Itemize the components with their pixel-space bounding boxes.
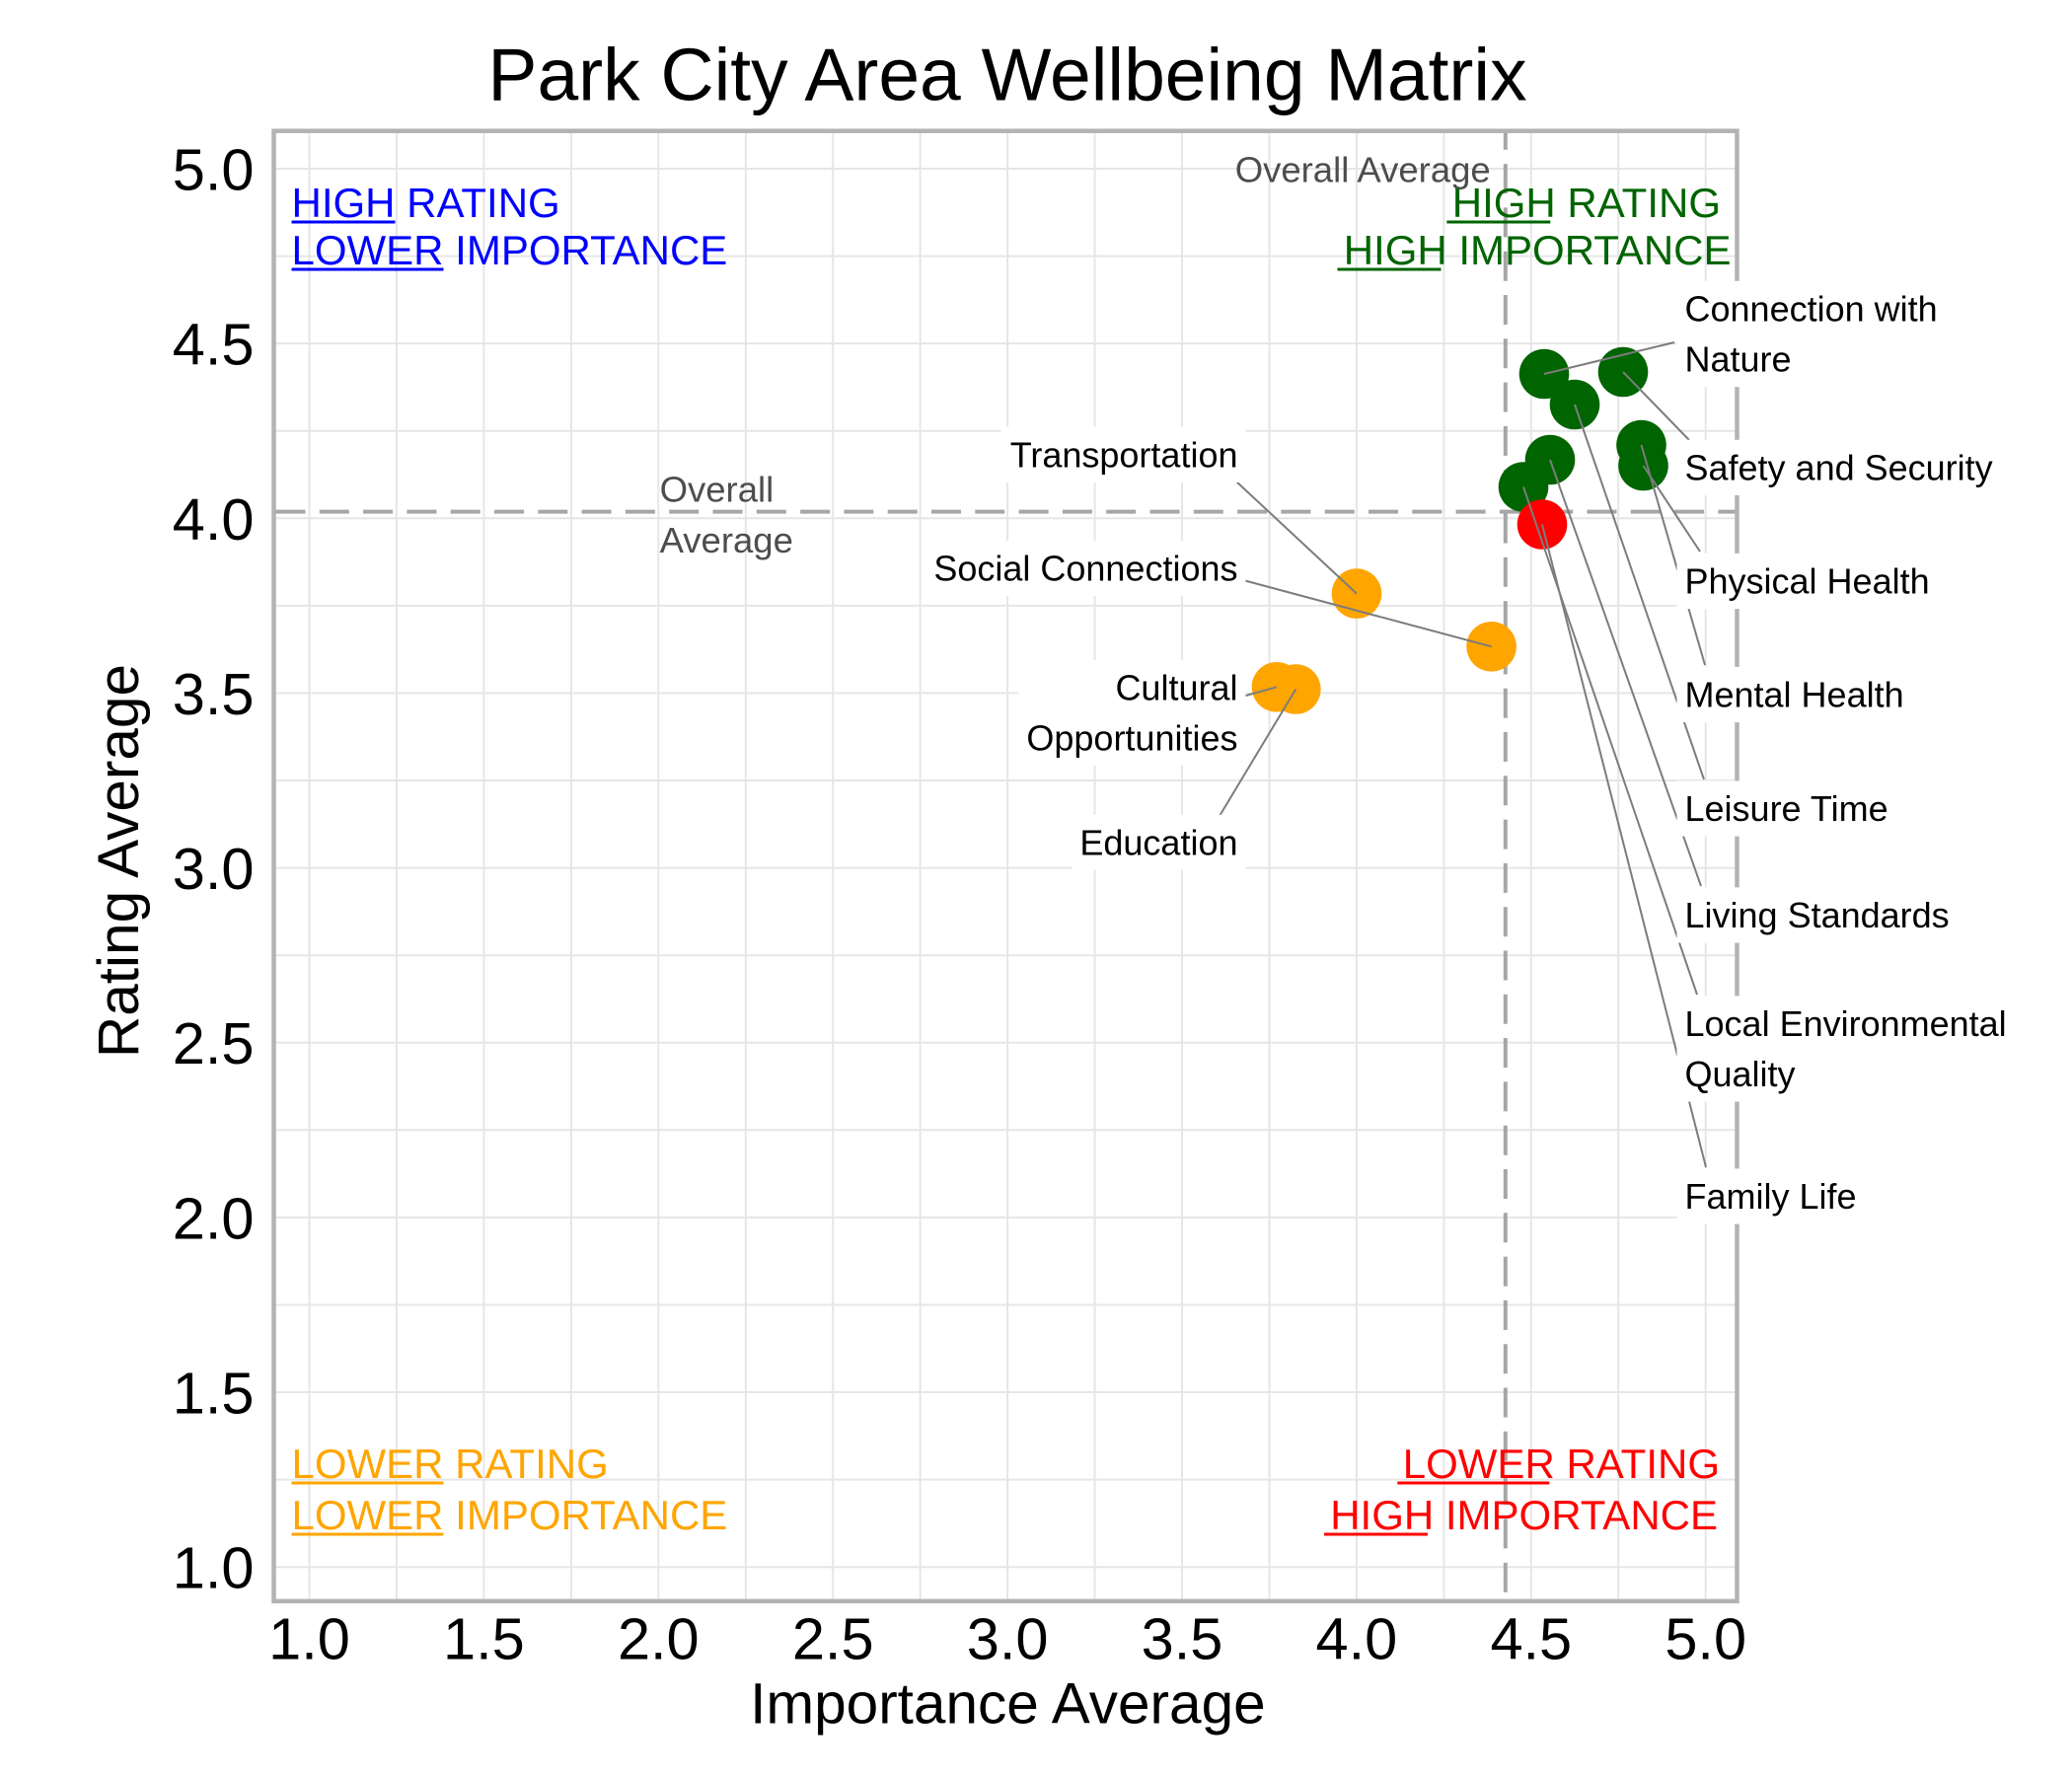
svg-text:1.5: 1.5 bbox=[173, 1361, 255, 1427]
svg-text:Education: Education bbox=[1079, 822, 1237, 862]
svg-text:Opportunities: Opportunities bbox=[1026, 718, 1237, 759]
svg-text:5.0: 5.0 bbox=[173, 137, 255, 203]
svg-text:Leisure Time: Leisure Time bbox=[1685, 788, 1888, 829]
svg-text:Overall Average: Overall Average bbox=[1235, 150, 1491, 190]
svg-text:Physical Health: Physical Health bbox=[1685, 561, 1930, 602]
svg-text:Social Connections: Social Connections bbox=[933, 549, 1237, 589]
svg-text:3.5: 3.5 bbox=[173, 661, 255, 727]
svg-text:Importance Average: Importance Average bbox=[750, 1672, 1266, 1737]
svg-text:2.5: 2.5 bbox=[173, 1010, 255, 1076]
svg-text:Mental Health: Mental Health bbox=[1685, 675, 1904, 715]
svg-text:LOWER RATING: LOWER RATING bbox=[1403, 1441, 1720, 1487]
svg-text:2.5: 2.5 bbox=[792, 1606, 874, 1672]
svg-text:Family Life: Family Life bbox=[1685, 1176, 1857, 1217]
svg-text:Local Environmental: Local Environmental bbox=[1685, 1003, 2007, 1044]
svg-text:LOWER RATING: LOWER RATING bbox=[292, 1441, 609, 1487]
svg-text:2.0: 2.0 bbox=[618, 1606, 700, 1672]
svg-text:Living Standards: Living Standards bbox=[1685, 895, 1950, 935]
svg-text:Nature: Nature bbox=[1685, 339, 1792, 380]
svg-text:4.0: 4.0 bbox=[1316, 1606, 1398, 1672]
svg-text:1.5: 1.5 bbox=[443, 1606, 525, 1672]
svg-text:3.0: 3.0 bbox=[967, 1606, 1049, 1672]
svg-text:1.0: 1.0 bbox=[173, 1535, 255, 1601]
svg-text:HIGH RATING: HIGH RATING bbox=[292, 180, 560, 226]
svg-text:LOWER IMPORTANCE: LOWER IMPORTANCE bbox=[292, 227, 728, 273]
svg-text:Connection with: Connection with bbox=[1685, 288, 1938, 329]
svg-text:5.0: 5.0 bbox=[1665, 1606, 1746, 1672]
svg-text:Overall: Overall bbox=[660, 469, 775, 509]
svg-text:Transportation: Transportation bbox=[1010, 434, 1238, 475]
svg-text:Quality: Quality bbox=[1685, 1054, 1796, 1094]
svg-text:4.0: 4.0 bbox=[173, 486, 255, 553]
svg-text:HIGH RATING: HIGH RATING bbox=[1452, 180, 1721, 226]
svg-text:Average: Average bbox=[660, 520, 793, 560]
svg-text:HIGH IMPORTANCE: HIGH IMPORTANCE bbox=[1344, 227, 1732, 273]
svg-text:4.5: 4.5 bbox=[173, 312, 255, 378]
svg-text:1.0: 1.0 bbox=[268, 1606, 350, 1672]
svg-text:Safety and Security: Safety and Security bbox=[1685, 447, 1993, 487]
svg-text:4.5: 4.5 bbox=[1490, 1606, 1572, 1672]
svg-text:HIGH IMPORTANCE: HIGH IMPORTANCE bbox=[1330, 1492, 1718, 1538]
svg-text:Park City Area Wellbeing Matri: Park City Area Wellbeing Matrix bbox=[487, 34, 1526, 116]
svg-text:Rating Average: Rating Average bbox=[87, 664, 151, 1058]
svg-text:3.5: 3.5 bbox=[1142, 1606, 1223, 1672]
svg-text:Cultural: Cultural bbox=[1115, 667, 1237, 707]
svg-text:LOWER IMPORTANCE: LOWER IMPORTANCE bbox=[292, 1492, 728, 1538]
svg-text:3.0: 3.0 bbox=[173, 836, 255, 902]
svg-text:2.0: 2.0 bbox=[173, 1185, 255, 1251]
